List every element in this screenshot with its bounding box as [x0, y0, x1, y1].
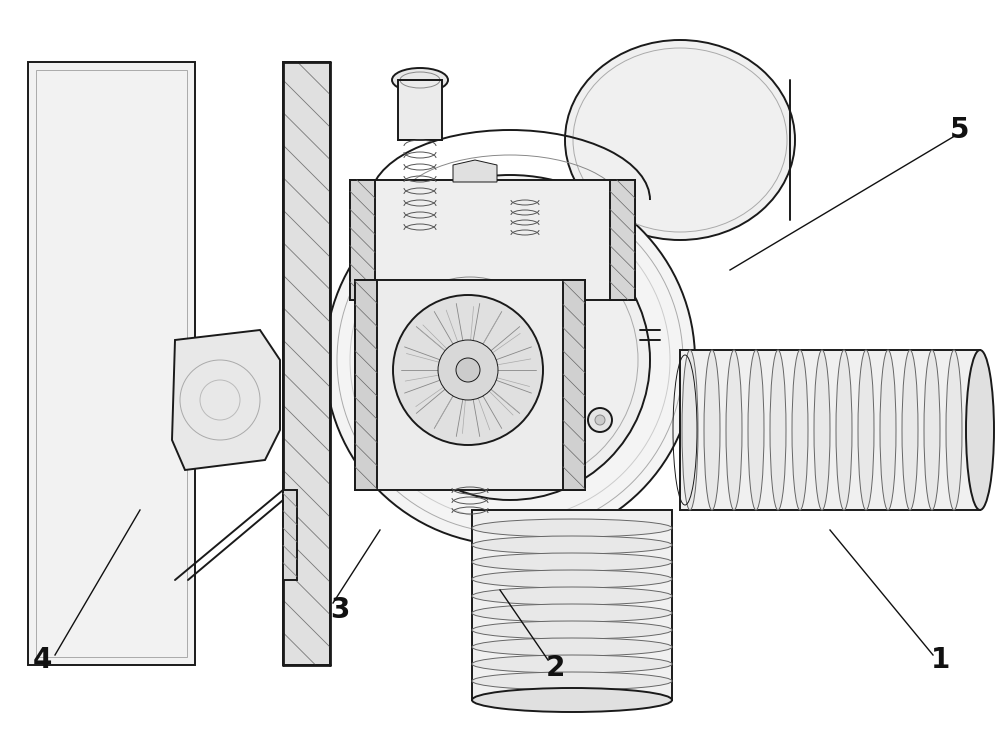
Polygon shape: [28, 62, 195, 665]
Circle shape: [370, 265, 570, 465]
Text: 5: 5: [950, 116, 970, 144]
Ellipse shape: [472, 655, 672, 673]
Bar: [355, 280, 585, 490]
Bar: [350, 180, 635, 300]
Bar: [472, 510, 672, 700]
Ellipse shape: [392, 68, 448, 92]
Bar: [283, 490, 297, 580]
Text: 3: 3: [330, 596, 350, 624]
Ellipse shape: [472, 570, 672, 588]
Ellipse shape: [472, 688, 672, 712]
Polygon shape: [453, 160, 497, 182]
Bar: [36, 70, 187, 657]
Ellipse shape: [858, 350, 874, 510]
Text: 4: 4: [32, 646, 52, 674]
Ellipse shape: [682, 350, 698, 510]
Circle shape: [595, 415, 605, 425]
Bar: [283, 62, 330, 665]
Ellipse shape: [902, 350, 918, 510]
Bar: [355, 280, 377, 490]
Polygon shape: [172, 330, 280, 470]
Text: 2: 2: [545, 654, 565, 682]
Ellipse shape: [726, 350, 742, 510]
Ellipse shape: [946, 350, 962, 510]
Circle shape: [588, 408, 612, 432]
Ellipse shape: [814, 350, 830, 510]
Ellipse shape: [472, 604, 672, 622]
Bar: [398, 80, 442, 140]
Ellipse shape: [748, 350, 764, 510]
Text: 1: 1: [930, 646, 950, 674]
Bar: [563, 280, 585, 490]
Ellipse shape: [472, 519, 672, 537]
Ellipse shape: [472, 672, 672, 690]
Ellipse shape: [472, 638, 672, 656]
Ellipse shape: [472, 553, 672, 571]
Bar: [680, 350, 980, 510]
Ellipse shape: [472, 621, 672, 639]
Ellipse shape: [472, 536, 672, 554]
Ellipse shape: [792, 350, 808, 510]
Ellipse shape: [966, 350, 994, 510]
Ellipse shape: [565, 40, 795, 240]
Circle shape: [456, 358, 480, 382]
Bar: [610, 180, 635, 300]
Ellipse shape: [472, 587, 672, 605]
Ellipse shape: [924, 350, 940, 510]
Circle shape: [393, 295, 543, 445]
Ellipse shape: [880, 350, 896, 510]
Circle shape: [438, 340, 498, 400]
Ellipse shape: [704, 350, 720, 510]
Circle shape: [325, 175, 695, 545]
Ellipse shape: [836, 350, 852, 510]
Ellipse shape: [770, 350, 786, 510]
Bar: [350, 180, 375, 300]
Circle shape: [370, 220, 650, 500]
